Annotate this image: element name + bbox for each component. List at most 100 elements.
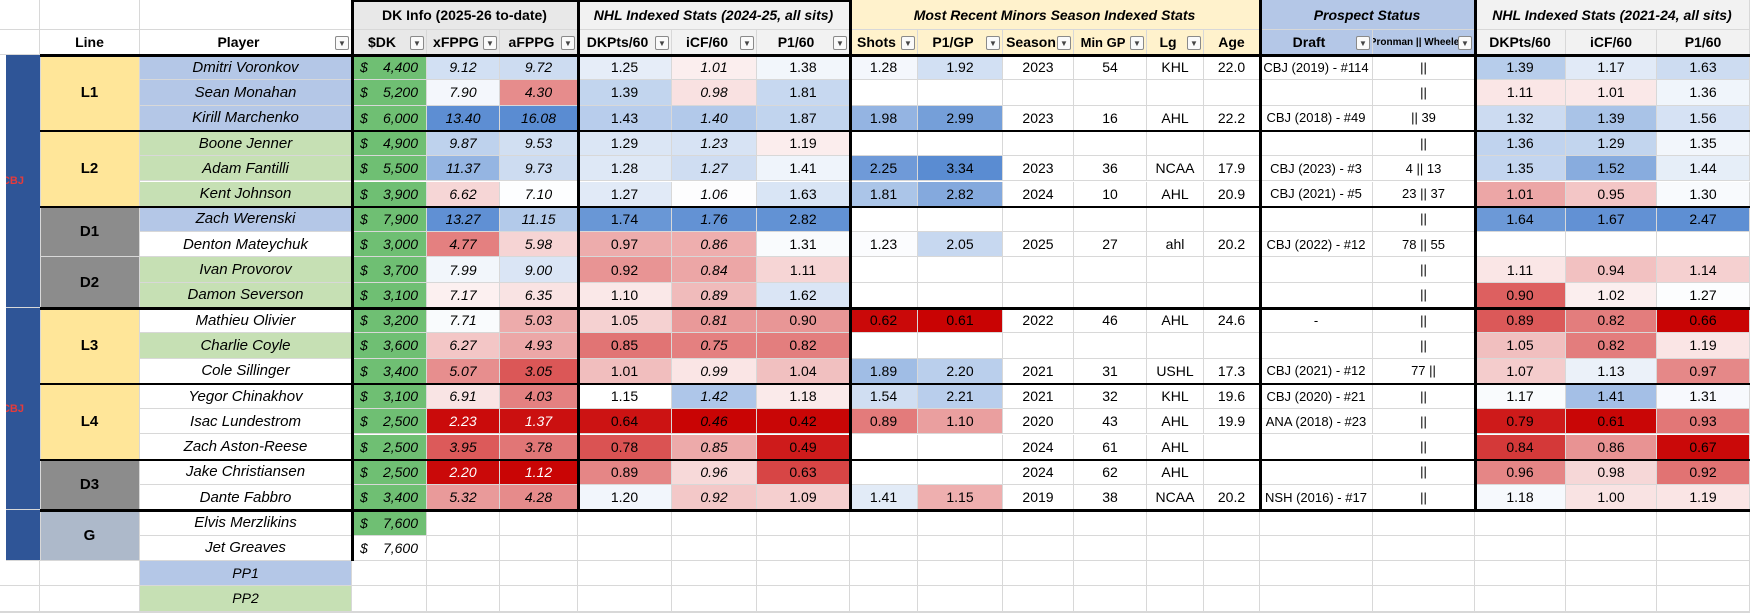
filter-dropdown-icon[interactable]: ▼	[833, 36, 847, 50]
cell-pw[interactable]: ||	[1373, 485, 1475, 511]
cell-mingp[interactable]: 10	[1074, 181, 1147, 207]
blank-cell[interactable]	[918, 561, 1003, 587]
cell-h-p160[interactable]: 1.44	[1657, 156, 1750, 182]
cell-h-dkpts60[interactable]: 1.39	[1475, 55, 1566, 81]
cell-lg[interactable]: KHL	[1147, 55, 1204, 81]
cell-p160[interactable]: 0.42	[757, 409, 850, 435]
filter-dropdown-icon[interactable]: ▼	[1130, 36, 1144, 50]
cell-xfppg[interactable]: 6.27	[427, 333, 500, 359]
cell-season[interactable]: 2024	[1003, 459, 1074, 486]
cell-draft[interactable]: CBJ (2021) - #5	[1260, 181, 1373, 207]
cell-p1gp[interactable]: 2.20	[918, 358, 1003, 384]
cell-afppg[interactable]: 4.28	[500, 485, 578, 511]
cell-icf60[interactable]: 0.99	[672, 358, 757, 384]
cell-xfppg[interactable]: 7.90	[427, 80, 500, 106]
player-name[interactable]: Zach Aston-Reese	[140, 434, 352, 460]
cell-season[interactable]: 2021	[1003, 358, 1074, 384]
blank-cell[interactable]	[1475, 561, 1566, 587]
cell-h-icf60[interactable]: 0.82	[1566, 308, 1657, 334]
cell-age[interactable]: 19.6	[1204, 383, 1260, 410]
player-name[interactable]: Kirill Marchenko	[140, 105, 352, 131]
cell-h-p160[interactable]: 0.67	[1657, 434, 1750, 460]
cell-lg[interactable]	[1147, 535, 1204, 561]
cell-dkpts60[interactable]: 1.29	[578, 130, 672, 157]
cell-dk[interactable]: $7,600	[352, 510, 427, 536]
cell-h-dkpts60[interactable]: 1.36	[1475, 130, 1566, 157]
cell-afppg[interactable]: 9.00	[500, 257, 578, 283]
cell-shots[interactable]	[850, 434, 918, 460]
cell-afppg[interactable]: 9.72	[500, 55, 578, 81]
cell-lg[interactable]: AHL	[1147, 181, 1204, 207]
blank-cell[interactable]	[1074, 561, 1147, 587]
cell-pw[interactable]: ||	[1373, 206, 1475, 233]
cell-season[interactable]	[1003, 535, 1074, 561]
cell-h-p160[interactable]: 1.36	[1657, 80, 1750, 106]
blank-cell[interactable]	[1260, 561, 1373, 587]
cell-afppg[interactable]: 7.10	[500, 181, 578, 207]
cell-p1gp[interactable]: 1.10	[918, 409, 1003, 435]
cell-p160[interactable]: 1.38	[757, 55, 850, 81]
blank-cell[interactable]	[918, 586, 1003, 612]
cell-pw[interactable]: ||	[1373, 80, 1475, 106]
cell-h-dkpts60[interactable]: 0.96	[1475, 459, 1566, 486]
blank-cell[interactable]	[352, 586, 427, 612]
cell-dk[interactable]: $2,500	[352, 409, 427, 435]
cell-p1gp[interactable]: 1.15	[918, 485, 1003, 511]
cell-dkpts60[interactable]: 0.78	[578, 434, 672, 460]
cell-shots[interactable]	[850, 130, 918, 157]
player-name[interactable]: Sean Monahan	[140, 80, 352, 106]
player-name[interactable]: Dante Fabbro	[140, 485, 352, 511]
blank-cell[interactable]	[578, 561, 672, 587]
cell-draft[interactable]: CBJ (2018) - #49	[1260, 105, 1373, 131]
cell-afppg[interactable]	[500, 535, 578, 561]
cell-mingp[interactable]: 54	[1074, 55, 1147, 81]
cell-p160[interactable]	[757, 510, 850, 536]
cell-draft[interactable]: ANA (2018) - #23	[1260, 409, 1373, 435]
player-name[interactable]: Kent Johnson	[140, 181, 352, 207]
cell-p1gp[interactable]	[918, 434, 1003, 460]
cell-afppg[interactable]: 9.53	[500, 130, 578, 157]
cell-dk[interactable]: $3,700	[352, 257, 427, 283]
cell-draft[interactable]	[1260, 282, 1373, 308]
cell-xfppg[interactable]: 3.95	[427, 434, 500, 460]
player-name[interactable]: Isac Lundestrom	[140, 409, 352, 435]
cell-h-icf60[interactable]: 0.98	[1566, 459, 1657, 486]
cell-season[interactable]: 2025	[1003, 232, 1074, 258]
cell-h-dkpts60[interactable]	[1475, 510, 1566, 536]
cell-draft[interactable]	[1260, 510, 1373, 536]
cell-dk[interactable]: $3,000	[352, 232, 427, 258]
cell-icf60[interactable]: 0.96	[672, 459, 757, 486]
blank-cell[interactable]	[1074, 586, 1147, 612]
cell-icf60[interactable]: 1.42	[672, 383, 757, 410]
cell-dkpts60[interactable]: 0.85	[578, 333, 672, 359]
cell-shots[interactable]	[850, 535, 918, 561]
cell-p160[interactable]: 1.62	[757, 282, 850, 308]
cell-h-p160[interactable]	[1657, 535, 1750, 561]
cell-afppg[interactable]: 4.30	[500, 80, 578, 106]
player-name[interactable]: Jet Greaves	[140, 535, 352, 561]
cell-mingp[interactable]: 16	[1074, 105, 1147, 131]
cell-p1gp[interactable]	[918, 257, 1003, 283]
cell-age[interactable]	[1204, 282, 1260, 308]
cell-age[interactable]	[1204, 333, 1260, 359]
cell-p1gp[interactable]	[918, 459, 1003, 486]
cell-p160[interactable]: 1.18	[757, 383, 850, 410]
cell-lg[interactable]: USHL	[1147, 358, 1204, 384]
cell-dkpts60[interactable]: 1.10	[578, 282, 672, 308]
column-header[interactable]: Shots ▼	[850, 30, 918, 55]
cell-h-dkpts60[interactable]: 1.11	[1475, 80, 1566, 106]
column-header[interactable]: Min GP ▼	[1074, 30, 1147, 55]
cell-lg[interactable]: AHL	[1147, 459, 1204, 486]
blank-cell[interactable]	[672, 561, 757, 587]
cell-xfppg[interactable]: 13.27	[427, 206, 500, 233]
cell-lg[interactable]	[1147, 257, 1204, 283]
cell-h-dkpts60[interactable]: 1.18	[1475, 485, 1566, 511]
cell-shots[interactable]: 1.23	[850, 232, 918, 258]
cell-h-icf60[interactable]: 0.82	[1566, 333, 1657, 359]
cell-dkpts60[interactable]	[578, 510, 672, 536]
cell-draft[interactable]	[1260, 130, 1373, 157]
cell-icf60[interactable]: 1.27	[672, 156, 757, 182]
cell-pw[interactable]: ||	[1373, 409, 1475, 435]
player-name[interactable]: Charlie Coyle	[140, 333, 352, 359]
cell-age[interactable]: 19.9	[1204, 409, 1260, 435]
